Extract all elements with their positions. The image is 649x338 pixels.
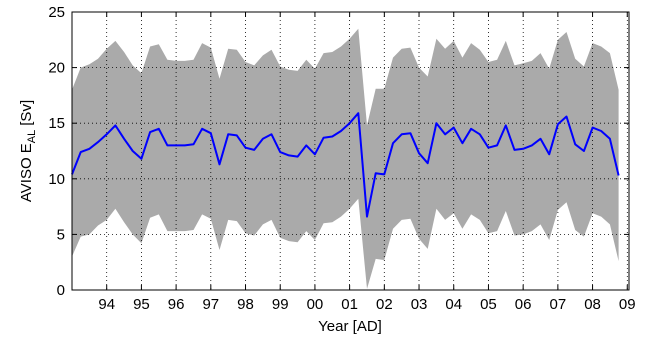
y-axis-label-main: AVISO E bbox=[18, 143, 35, 202]
y-tick-label: 0 bbox=[57, 282, 65, 299]
label-layer: 94 95 96 97 98 99 00 01 02 03 04 05 06 07 08 0905101520… bbox=[48, 4, 635, 313]
y-axis-label-subscript: AL bbox=[26, 130, 38, 143]
band-layer bbox=[72, 28, 619, 289]
x-tick-label: 03 bbox=[411, 296, 428, 313]
x-tick-label: 07 bbox=[550, 296, 567, 313]
x-tick-label: 00 bbox=[307, 296, 324, 313]
y-tick-label: 5 bbox=[57, 226, 65, 243]
x-tick-label: 94 bbox=[98, 296, 115, 313]
x-tick-label: 95 bbox=[133, 296, 150, 313]
grid-layer bbox=[72, 12, 629, 290]
line-layer bbox=[71, 112, 620, 218]
mean-series-line bbox=[71, 112, 620, 218]
x-tick-label: 05 bbox=[480, 296, 497, 313]
x-axis-label: Year [AD] bbox=[318, 318, 382, 335]
x-tick-label: 02 bbox=[376, 296, 393, 313]
y-tick-label: 25 bbox=[48, 4, 65, 21]
x-tick-label: 08 bbox=[584, 296, 601, 313]
tick-layer bbox=[72, 11, 629, 291]
y-axis-label: AVISO EAL [Sv] bbox=[18, 100, 38, 202]
x-tick-label: 96 bbox=[168, 296, 185, 313]
plot-frame bbox=[71, 11, 630, 291]
y-tick-label: 10 bbox=[48, 171, 65, 188]
x-tick-label: 97 bbox=[202, 296, 219, 313]
y-tick-label: 20 bbox=[48, 60, 65, 77]
x-tick-label: 06 bbox=[515, 296, 532, 313]
y-tick-label: 15 bbox=[48, 115, 65, 132]
spread-band bbox=[72, 28, 619, 289]
x-tick-label: 99 bbox=[272, 296, 289, 313]
x-tick-label: 09 bbox=[619, 296, 636, 313]
x-tick-label: 01 bbox=[341, 296, 358, 313]
y-axis-label-unit: [Sv] bbox=[18, 100, 35, 126]
x-tick-label: 04 bbox=[445, 296, 462, 313]
x-tick-label: 98 bbox=[237, 296, 254, 313]
